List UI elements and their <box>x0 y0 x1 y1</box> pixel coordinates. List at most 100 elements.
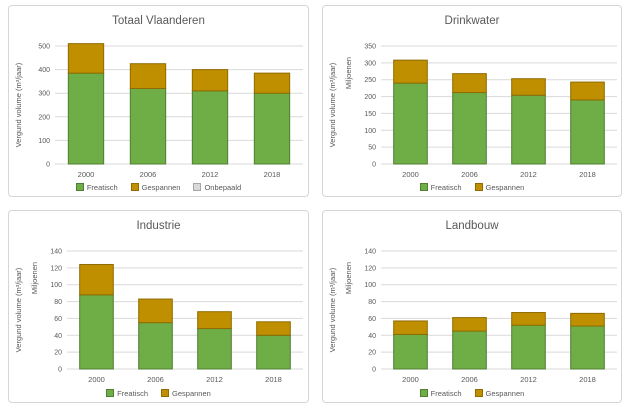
y-tick-label: 40 <box>368 333 376 340</box>
y-tick-label: 100 <box>364 282 376 289</box>
chart-canvas: 0 100 200 300 400 500 2000 2006 2012 2018 Vergund … <box>14 43 303 179</box>
legend-label-freatisch: Freatisch <box>86 182 118 192</box>
x-tick-label: 2000 <box>402 170 419 179</box>
chart-canvas: 0 20 40 60 80 100 120 140 2000 2006 2012 2018 Vergun… <box>14 249 303 384</box>
x-tick-label: 2000 <box>78 170 95 179</box>
legend-swatch-freatisch <box>75 183 84 191</box>
legend-swatch-gespannen <box>474 389 483 397</box>
x-tick-label: 2000 <box>402 375 419 384</box>
chart-legend: Freatisch Gespannen Onbepaald <box>9 181 308 193</box>
chart-panel-drinkwater: 0 50 100 150 200 250 300 350 2000 2006 2012 2018 Ver… <box>322 5 622 197</box>
legend-item-onbepaald: Onbepaald <box>193 183 241 192</box>
x-tick-label: 2018 <box>579 375 596 384</box>
legend-label-gespannen: Gespannen <box>485 182 525 192</box>
legend-label-gespannen: Gespannen <box>172 388 211 398</box>
y-tick-label: 140 <box>50 249 62 256</box>
y-tick-label: 80 <box>368 299 376 306</box>
legend-item-gespannen: Gespannen <box>161 389 211 398</box>
y-tick-label: 200 <box>364 94 376 101</box>
y-tick-label: 120 <box>50 265 62 272</box>
bar-segment-gespannen <box>570 312 605 327</box>
chart-canvas: 0 50 100 150 200 250 300 350 2000 2006 2012 2018 Ver… <box>328 44 617 179</box>
legend-label-freatisch: Freatisch <box>117 388 149 398</box>
chart-panel-landbouw: 0 20 40 60 80 100 120 140 2000 2006 2012 2018 Vergun… <box>322 210 622 403</box>
y-tick-label: 200 <box>38 114 50 121</box>
legend-item-gespannen: Gespannen <box>474 182 525 192</box>
bar-segment-freatisch <box>570 99 605 165</box>
legend-label-onbepaald: Onbepaald <box>204 182 242 192</box>
legend-swatch-onbepaald <box>193 183 202 191</box>
legend-item-freatisch: Freatisch <box>419 388 462 398</box>
legend-swatch-freatisch <box>419 389 428 397</box>
y-tick-label: 20 <box>54 350 62 357</box>
y-tick-label: 100 <box>50 282 62 289</box>
y-tick-label: 400 <box>38 67 50 74</box>
chart-legend: Freatisch Gespannen <box>323 387 621 399</box>
legend-label-freatisch: Freatisch <box>430 388 462 398</box>
y-axis-unit-label: Miljoenen <box>30 262 39 294</box>
y-tick-label: 60 <box>368 316 376 323</box>
bar-segment-freatisch <box>452 92 487 165</box>
y-tick-label: 50 <box>368 145 376 152</box>
bar-segment-gespannen <box>138 298 173 324</box>
bar-segment-freatisch <box>253 92 291 165</box>
y-tick-label: 140 <box>364 249 376 256</box>
chart-canvas: 0 20 40 60 80 100 120 140 2000 2006 2012 2018 Vergun… <box>328 249 617 384</box>
y-tick-label: 0 <box>46 162 50 169</box>
x-tick-label: 2012 <box>520 375 537 384</box>
legend-item-gespannen: Gespannen <box>474 389 524 398</box>
x-tick-label: 2018 <box>265 375 282 384</box>
chart-panel-industrie: 0 20 40 60 80 100 120 140 2000 2006 2012 2018 Vergun… <box>8 210 309 403</box>
bar-segment-freatisch <box>511 94 546 165</box>
chart-panel-totaal-vlaanderen: 0 100 200 300 400 500 2000 2006 2012 2018 Vergund … <box>8 5 309 197</box>
legend-item-freatisch: Freatisch <box>419 182 462 192</box>
bar-segment-gespannen <box>253 72 291 94</box>
bar-segment-gespannen <box>79 263 114 296</box>
y-tick-label: 350 <box>364 44 376 51</box>
legend-swatch-freatisch <box>419 183 428 191</box>
y-tick-label: 150 <box>364 111 376 118</box>
y-tick-label: 0 <box>372 162 376 169</box>
x-tick-label: 2018 <box>579 170 596 179</box>
y-axis-unit-label: Miljoenen <box>344 262 353 294</box>
legend-swatch-gespannen <box>130 183 139 191</box>
y-tick-label: 0 <box>372 367 376 374</box>
chart-title: Industrie <box>136 220 181 232</box>
chart-legend: Freatisch Gespannen <box>323 181 621 193</box>
legend-swatch-gespannen <box>161 389 170 397</box>
y-axis-title: Vergund volume (m³/jaar) <box>328 62 337 147</box>
legend-label-freatisch: Freatisch <box>430 182 462 192</box>
bar-segment-gespannen <box>511 78 546 96</box>
bar-segment-freatisch <box>129 87 167 165</box>
bar-segment-freatisch <box>191 90 229 165</box>
legend-swatch-freatisch <box>106 389 115 397</box>
bar-segment-gespannen <box>393 59 428 84</box>
y-tick-label: 80 <box>54 299 62 306</box>
y-tick-label: 300 <box>364 60 376 67</box>
bar-segment-freatisch <box>393 333 428 370</box>
bar-segment-freatisch <box>79 294 114 370</box>
legend-item-freatisch: Freatisch <box>75 182 118 192</box>
x-tick-label: 2006 <box>140 170 157 179</box>
y-tick-label: 20 <box>368 350 376 357</box>
y-tick-label: 60 <box>54 316 62 323</box>
x-tick-label: 2006 <box>461 375 478 384</box>
bar-segment-gespannen <box>67 43 105 74</box>
y-tick-label: 0 <box>58 367 62 374</box>
bar-segment-freatisch <box>256 334 291 370</box>
bar-segment-freatisch <box>197 328 232 370</box>
y-axis-unit-label: Miljoenen <box>344 57 353 89</box>
x-tick-label: 2018 <box>264 170 281 179</box>
bar-segment-gespannen <box>393 320 428 335</box>
chart-legend: Freatisch Gespannen <box>9 387 308 399</box>
y-axis-title: Vergund volume (m³/jaar) <box>328 267 337 352</box>
bar-segment-freatisch <box>393 82 428 165</box>
bar-segment-gespannen <box>129 63 167 89</box>
bar-segment-freatisch <box>452 330 487 370</box>
y-tick-label: 100 <box>364 128 376 135</box>
y-tick-label: 300 <box>38 91 50 98</box>
bar-segment-gespannen <box>452 73 487 94</box>
bar-segment-freatisch <box>138 322 173 370</box>
chart-title: Landbouw <box>445 220 499 232</box>
